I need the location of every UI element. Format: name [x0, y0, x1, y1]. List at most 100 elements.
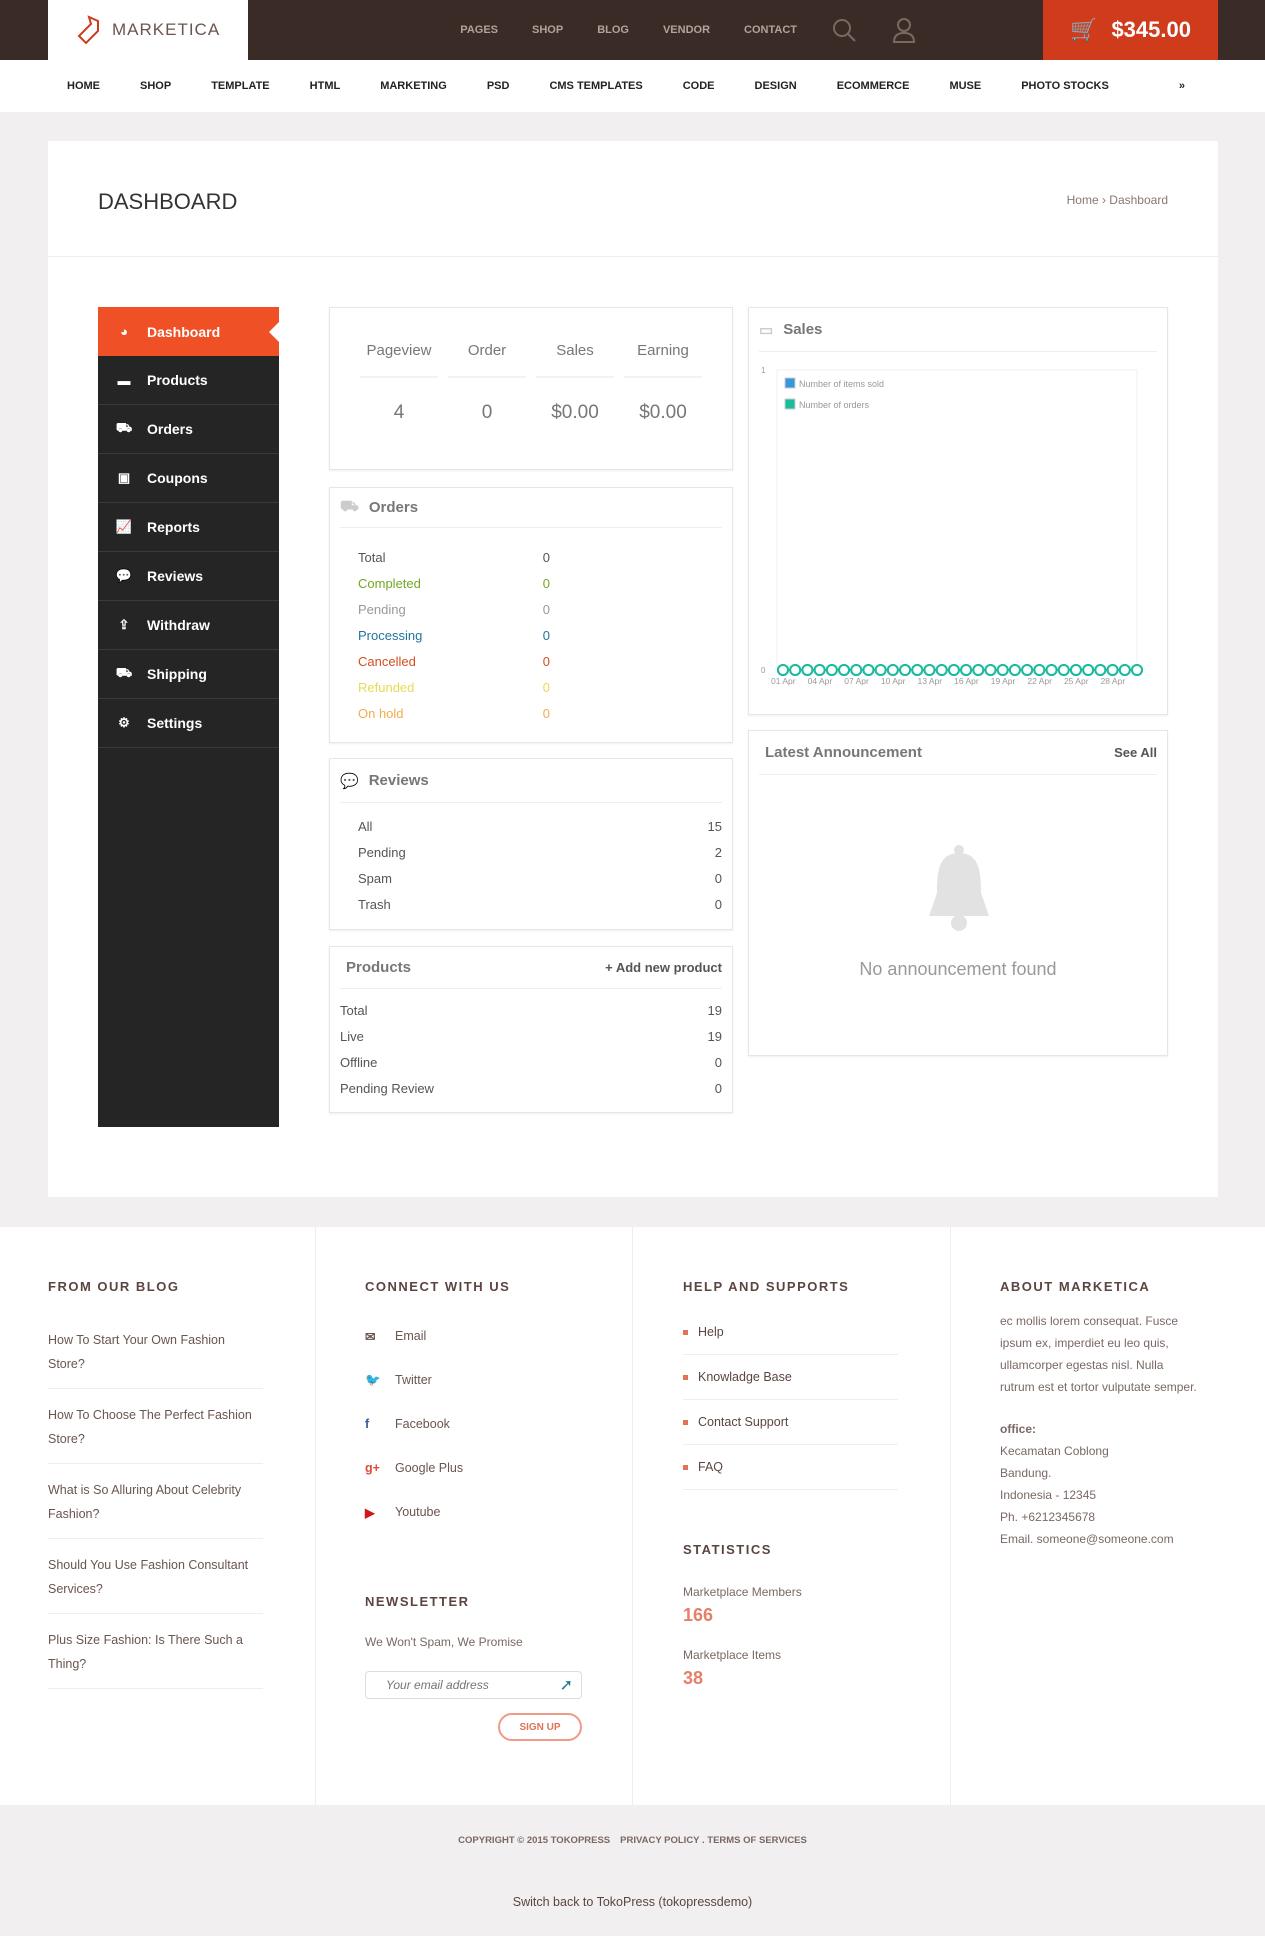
top-link[interactable]: SHOP — [532, 24, 564, 36]
chevron-down-icon[interactable]: » — [1178, 80, 1185, 92]
order-status-row[interactable]: Processing 0 — [358, 622, 550, 648]
nav-item[interactable]: SHOP — [140, 80, 172, 92]
x-tick-label: 04 Apr — [808, 676, 833, 686]
bullet-icon — [683, 1419, 688, 1425]
logo[interactable]: MARKETICA — [48, 0, 248, 60]
order-status-label: Cancelled — [358, 653, 416, 669]
switch-back-link[interactable]: Switch back to TokoPress (tokopressdemo) — [512, 1895, 753, 1909]
nav-item[interactable]: ECOMMERCE — [836, 80, 910, 92]
data-point — [972, 664, 985, 676]
stat-sales: Sales $0.00 — [536, 308, 614, 448]
nav-item[interactable]: DESIGN — [754, 80, 797, 92]
social-link-youtube[interactable]: ▶ Youtube — [365, 1490, 585, 1534]
help-link[interactable]: Knowladge Base — [683, 1355, 898, 1400]
sidebar-item-shipping[interactable]: ⛟ Shipping — [98, 650, 279, 699]
sidebar-item-orders[interactable]: ⛟ Orders — [98, 405, 279, 454]
nav-item[interactable]: MUSE — [949, 80, 982, 92]
top-link[interactable]: CONTACT — [744, 24, 797, 36]
sidebar-item-products[interactable]: ▬ Products — [98, 356, 279, 405]
newsletter-email-input[interactable] — [386, 1678, 546, 1692]
order-status-row[interactable]: Cancelled 0 — [358, 648, 550, 674]
blog-post-link[interactable]: Plus Size Fashion: Is There Such a Thing… — [48, 1624, 263, 1689]
top-link[interactable]: PAGES — [460, 24, 498, 36]
nav-item[interactable]: PHOTO STOCKS — [1021, 80, 1109, 92]
blog-post-link[interactable]: How To Start Your Own Fashion Store? — [48, 1324, 263, 1389]
reviews-row[interactable]: Trash 0 — [358, 891, 722, 917]
nav-item[interactable]: HTML — [309, 80, 341, 92]
nav-item[interactable]: HOME — [67, 80, 100, 92]
breadcrumb[interactable]: Home › Dashboard — [1066, 193, 1168, 207]
stat-value: $0.00 — [639, 402, 687, 423]
blog-post-link[interactable]: How To Choose The Perfect Fashion Store? — [48, 1399, 263, 1464]
reviews-row[interactable]: Spam 0 — [358, 865, 722, 891]
add-new-product-button[interactable]: + Add new product — [605, 960, 722, 975]
data-point — [1021, 664, 1034, 676]
search-icon[interactable] — [831, 17, 857, 43]
legend-label: Number of items sold — [799, 379, 884, 389]
sidebar-item-reports[interactable]: 📈 Reports — [98, 503, 279, 552]
see-all-link[interactable]: See All — [1114, 745, 1157, 760]
nav-item[interactable]: PSD — [486, 80, 510, 92]
data-point — [1131, 664, 1143, 676]
logo-text: MARKETICA — [112, 20, 221, 39]
nav-item[interactable]: CMS TEMPLATES — [549, 80, 643, 92]
x-tick-label: 16 Apr — [954, 676, 979, 686]
data-point — [789, 664, 802, 676]
data-point — [1069, 664, 1082, 676]
order-status-row[interactable]: Total 0 — [358, 544, 550, 570]
x-tick-label: 01 Apr — [771, 676, 796, 686]
policy-links[interactable]: PRIVACY POLICY . TERMS OF SERVICES — [620, 1834, 807, 1846]
nav-item[interactable]: MARKETING — [380, 80, 447, 92]
cart-button[interactable]: 🛒 $345.00 — [1043, 0, 1218, 60]
stat-value: 0 — [481, 402, 493, 423]
order-status-row[interactable]: Completed 0 — [358, 570, 550, 596]
sidebar-item-reviews[interactable]: 💬 Reviews — [98, 552, 279, 601]
tag-logo-icon — [77, 15, 99, 45]
sales-title: Sales — [783, 321, 823, 338]
send-icon[interactable]: ➚ — [559, 1677, 573, 1694]
social-link-twitter[interactable]: 🐦 Twitter — [365, 1358, 585, 1402]
products-value: 0 — [714, 1054, 722, 1070]
products-row[interactable]: Live 19 — [340, 1023, 722, 1049]
reviews-box: 💬 Reviews All 15 Pending 2 Spam 0 Trash 0 — [329, 758, 733, 930]
blog-post-link[interactable]: What is So Alluring About Celebrity Fash… — [48, 1474, 263, 1539]
social-link-email[interactable]: ✉ Email — [365, 1314, 585, 1358]
reviews-row[interactable]: Pending 2 — [358, 839, 722, 865]
order-status-row[interactable]: On hold 0 — [358, 700, 550, 726]
stat-pageview: Pageview 4 — [360, 308, 438, 448]
blog-post-link[interactable]: Should You Use Fashion Consultant Servic… — [48, 1549, 263, 1614]
help-link[interactable]: Help — [683, 1310, 898, 1355]
top-link[interactable]: VENDOR — [662, 24, 711, 36]
data-point — [911, 664, 924, 676]
sign-up-button[interactable]: SIGN UP — [498, 1713, 582, 1741]
social-link-facebook[interactable]: f Facebook — [365, 1402, 585, 1446]
products-row[interactable]: Pending Review 0 — [340, 1075, 722, 1101]
sidebar-item-dashboard[interactable]: ◕ Dashboard — [98, 307, 279, 356]
data-point — [1094, 664, 1107, 676]
top-links: PAGES SHOP BLOG VENDOR CONTACT — [460, 0, 917, 60]
reviews-row[interactable]: All 15 — [358, 813, 722, 839]
products-row[interactable]: Total 19 — [340, 997, 722, 1023]
legend-label: Number of orders — [799, 400, 870, 410]
order-status-row[interactable]: Pending 0 — [358, 596, 550, 622]
help-label: Contact Support — [698, 1415, 789, 1429]
social-link-google-plus[interactable]: g+ Google Plus — [365, 1446, 585, 1490]
top-link[interactable]: BLOG — [597, 24, 629, 36]
x-tick-label: 28 Apr — [1101, 676, 1126, 686]
divider — [48, 256, 1218, 257]
help-link[interactable]: Contact Support — [683, 1400, 898, 1445]
footer-connect: CONNECT WITH US ✉ Email 🐦 Twitter f Facebook g… — [365, 1227, 585, 1805]
order-status-row[interactable]: Refunded 0 — [358, 674, 550, 700]
nav-item[interactable]: TEMPLATE — [211, 80, 270, 92]
sidebar-item-settings[interactable]: ⚙ Settings — [98, 699, 279, 748]
footer: FROM OUR BLOG How To Start Your Own Fash… — [0, 1227, 1265, 1805]
user-icon[interactable] — [891, 16, 917, 44]
products-row[interactable]: Offline 0 — [340, 1049, 722, 1075]
sidebar-item-coupons[interactable]: ▣ Coupons — [98, 454, 279, 503]
stat-earning: Earning $0.00 — [624, 308, 702, 448]
nav-item[interactable]: CODE — [682, 80, 715, 92]
data-point — [1057, 664, 1070, 676]
products-label: Pending Review — [340, 1080, 434, 1096]
sidebar-item-withdraw[interactable]: ⇪ Withdraw — [98, 601, 279, 650]
help-link[interactable]: FAQ — [683, 1445, 898, 1490]
